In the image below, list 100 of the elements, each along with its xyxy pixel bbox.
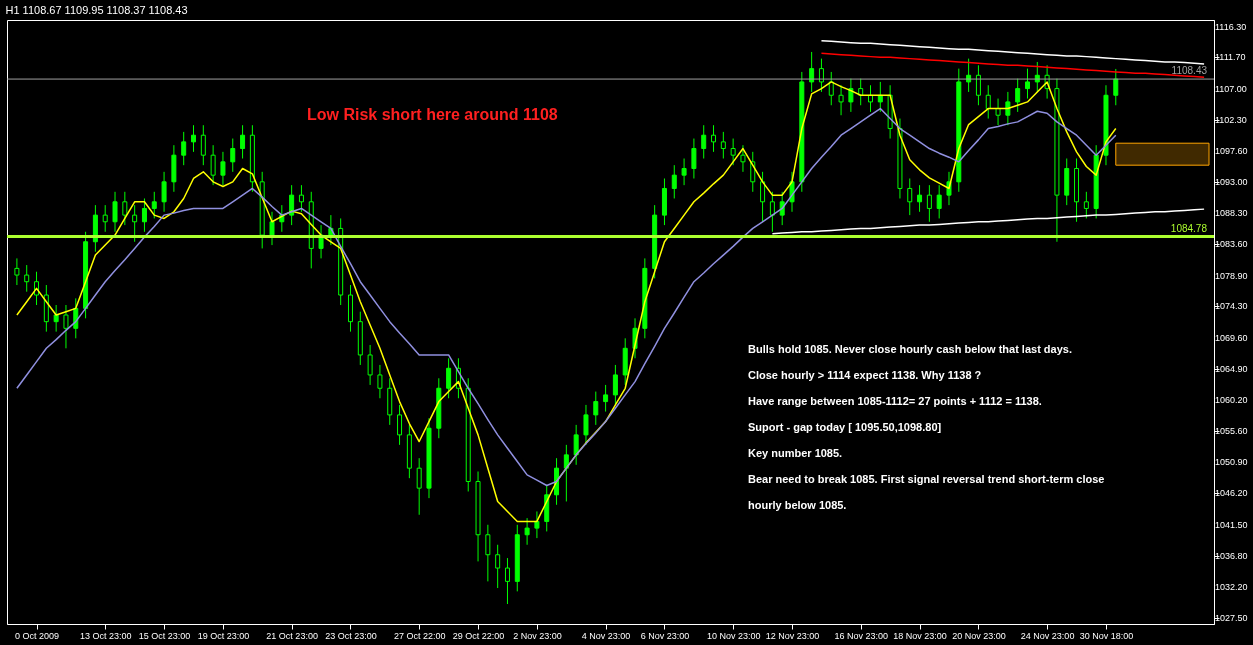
y-tick-label: 1032.20 <box>1215 581 1248 592</box>
y-tick-label: 1102.30 <box>1215 114 1247 125</box>
x-tick-label: 27 Oct 22:00 <box>393 630 446 641</box>
y-tick-label: 1107.00 <box>1215 83 1247 94</box>
y-tick-label: 1078.90 <box>1215 270 1248 281</box>
candlestick <box>818 58 824 93</box>
x-tick-label: 16 Nov 23:00 <box>834 630 888 641</box>
annotation: Key number 1085. <box>748 447 843 459</box>
y-tick-label: 1083.60 <box>1215 239 1248 250</box>
line-series <box>820 39 1205 65</box>
candlestick <box>191 124 197 153</box>
candlestick <box>573 424 579 466</box>
y-tick-label: 1064.90 <box>1215 363 1248 374</box>
candlestick <box>24 264 30 293</box>
candlestick <box>181 131 187 166</box>
candlestick <box>583 404 589 446</box>
candlestick <box>985 84 991 120</box>
x-tick-label: 10 Nov 23:00 <box>706 630 761 641</box>
candlestick <box>14 257 20 286</box>
candlestick <box>671 164 677 199</box>
candlestick <box>995 98 1001 126</box>
candlestick <box>289 184 295 226</box>
x-tick-label: 2 Nov 23:00 <box>513 630 562 641</box>
candlestick <box>161 171 167 213</box>
x-tick-label: 0 Oct 2009 <box>15 630 60 641</box>
candlestick <box>809 51 815 93</box>
candlestick <box>838 84 844 116</box>
x-tick-label: 13 Oct 23:00 <box>79 630 132 641</box>
x-tick-label: 12 Nov 23:00 <box>765 630 820 641</box>
y-tick-label: 1050.90 <box>1215 457 1248 468</box>
candlestick <box>151 191 157 219</box>
annotation: hourly below 1085. <box>748 499 847 511</box>
annotation: Suport - gap today [ 1095.50,1098.80] <box>748 421 942 433</box>
annotation: Low Risk short here around 1108 <box>307 106 558 123</box>
candlestick <box>740 144 746 173</box>
candlestick <box>936 184 942 219</box>
candlestick <box>926 184 932 223</box>
candlestick <box>877 81 883 113</box>
y-tick-label: 1046.20 <box>1215 488 1248 499</box>
y-tick-label: 1041.50 <box>1215 519 1248 530</box>
candlestick <box>269 211 275 246</box>
candlestick <box>220 151 226 186</box>
candlestick <box>848 78 854 113</box>
x-tick-label: 30 Nov 18:00 <box>1079 630 1134 641</box>
candlestick <box>868 84 873 113</box>
candlestick <box>210 144 216 186</box>
y-tick-label: 1069.60 <box>1215 332 1248 343</box>
candlestick <box>975 64 981 106</box>
candlestick <box>504 557 510 605</box>
ref-line-label: 1108.43 <box>1171 65 1208 77</box>
candlestick <box>495 544 501 589</box>
y-tick-label: 1111.70 <box>1215 52 1246 63</box>
y-tick-label: 1027.50 <box>1215 613 1248 624</box>
candlestick <box>132 204 138 243</box>
x-tick-label: 4 Nov 23:00 <box>581 630 631 641</box>
y-tick-label: 1097.60 <box>1215 146 1248 157</box>
candlestick <box>769 191 775 233</box>
candlestick <box>230 138 236 173</box>
y-tick-label: 1055.60 <box>1215 425 1248 436</box>
candlestick <box>524 517 530 546</box>
y-tick-label: 1088.30 <box>1215 208 1248 219</box>
x-tick-label: 19 Oct 23:00 <box>197 630 250 641</box>
y-tick-label: 1116.30 <box>1215 21 1247 32</box>
candlestick <box>730 138 736 166</box>
ref-line-label: 1084.78 <box>1170 222 1208 234</box>
candlestick <box>917 184 923 213</box>
candlestick <box>53 304 59 333</box>
candlestick <box>1015 78 1021 113</box>
candlestick <box>691 138 697 179</box>
y-tick-label: 1036.80 <box>1215 551 1248 562</box>
x-tick-label: 29 Oct 22:00 <box>452 630 505 641</box>
x-tick-label: 23 Oct 23:00 <box>325 630 377 641</box>
candlestick <box>397 404 403 446</box>
candlestick <box>701 124 707 160</box>
y-tick-label: 1074.30 <box>1215 301 1248 312</box>
candlestick <box>828 71 834 106</box>
candlestick <box>534 510 540 539</box>
candlestick <box>367 344 373 386</box>
candlestick <box>603 384 609 413</box>
chart-title: H1 1108.67 1109.95 1108.37 1108.43 <box>5 4 188 16</box>
candlestick <box>1024 68 1030 100</box>
y-tick-label: 1060.20 <box>1215 395 1248 406</box>
candlestick <box>141 197 147 233</box>
candlestick <box>1083 191 1089 219</box>
candlestick <box>298 184 304 213</box>
candlestick <box>200 124 206 166</box>
x-tick-label: 18 Nov 23:00 <box>893 630 947 641</box>
candlestick <box>593 391 599 426</box>
annotation: Have range between 1085-1112= 27 points + 1112 = 1138. <box>748 395 1042 407</box>
candlestick <box>63 304 69 349</box>
candlestick <box>720 131 726 160</box>
line-series <box>771 208 1205 235</box>
candlestick <box>485 524 491 582</box>
annotation: Bear need to break 1085. First signal reversal trend short-term close <box>748 473 1105 485</box>
line-series <box>820 52 1205 79</box>
x-tick-label: 20 Nov 23:00 <box>952 630 1006 641</box>
candlestick <box>681 158 687 186</box>
x-tick-label: 21 Oct 23:00 <box>266 630 318 641</box>
candlestick <box>563 444 569 502</box>
candlestick <box>416 457 422 516</box>
